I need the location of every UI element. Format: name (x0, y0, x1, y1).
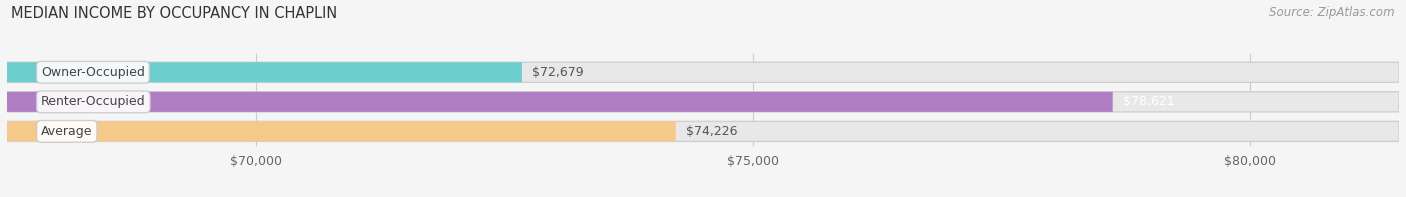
Text: Source: ZipAtlas.com: Source: ZipAtlas.com (1270, 6, 1395, 19)
Text: $78,621: $78,621 (1122, 95, 1174, 108)
Text: Owner-Occupied: Owner-Occupied (41, 66, 145, 79)
Text: MEDIAN INCOME BY OCCUPANCY IN CHAPLIN: MEDIAN INCOME BY OCCUPANCY IN CHAPLIN (11, 6, 337, 21)
FancyBboxPatch shape (7, 121, 676, 141)
Text: Renter-Occupied: Renter-Occupied (41, 95, 146, 108)
FancyBboxPatch shape (7, 62, 1399, 82)
FancyBboxPatch shape (7, 121, 1399, 141)
Text: $72,679: $72,679 (531, 66, 583, 79)
FancyBboxPatch shape (7, 92, 1112, 112)
FancyBboxPatch shape (7, 62, 522, 82)
Text: Average: Average (41, 125, 93, 138)
FancyBboxPatch shape (7, 92, 1399, 112)
Text: $74,226: $74,226 (686, 125, 737, 138)
